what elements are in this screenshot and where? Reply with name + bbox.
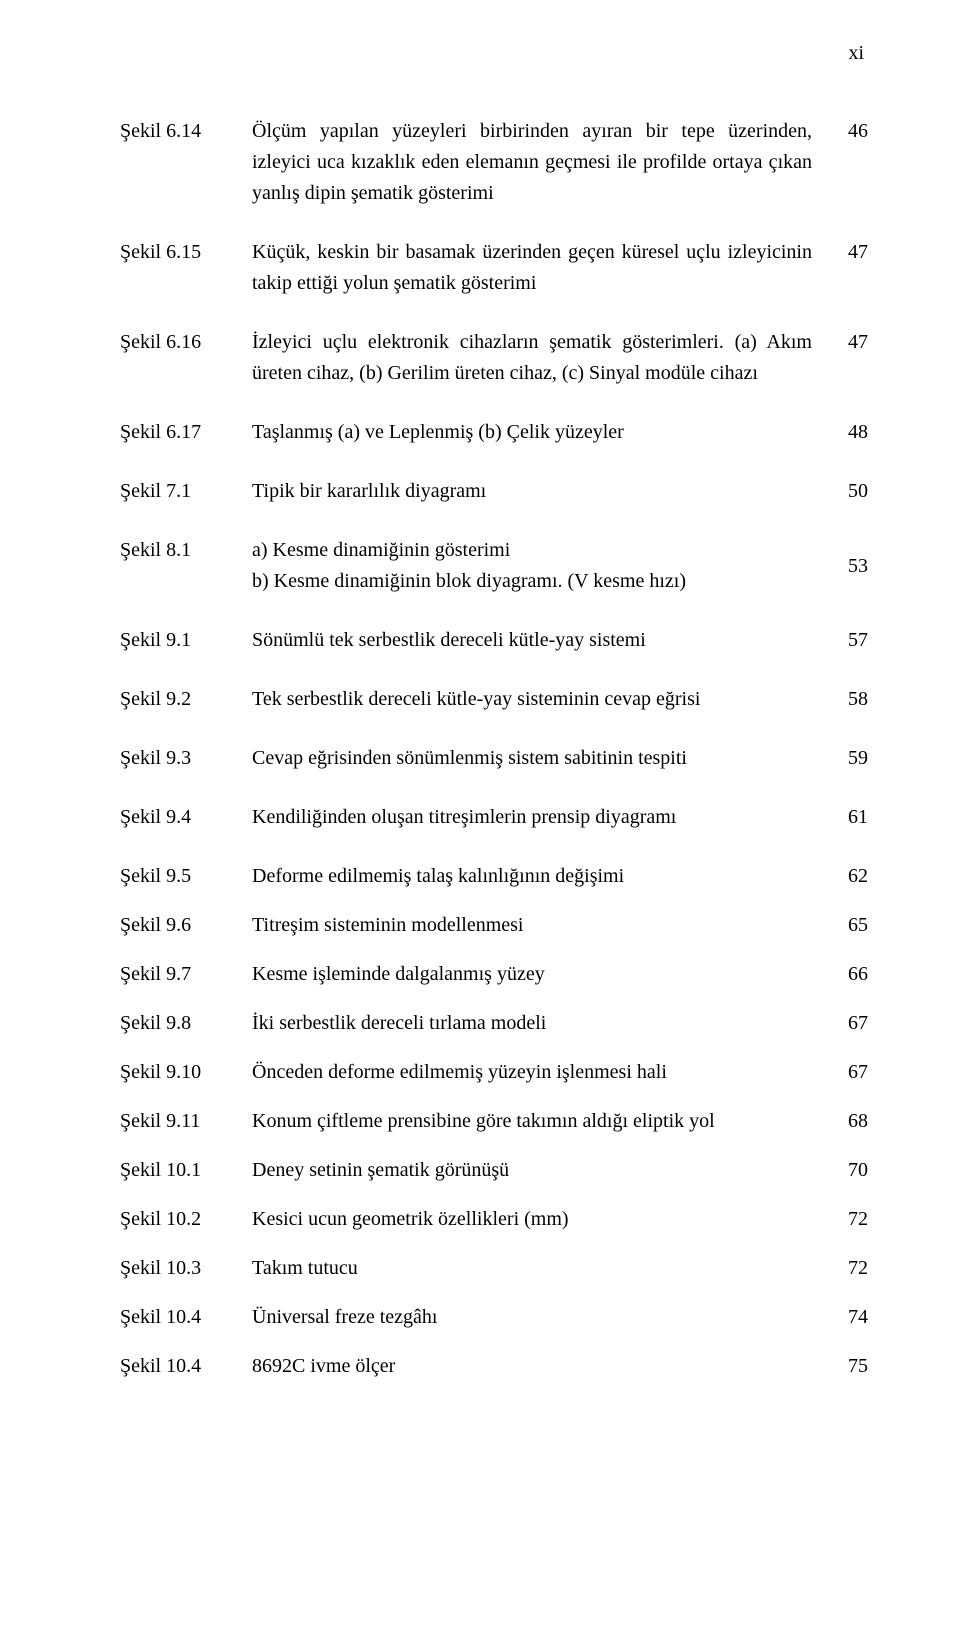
figure-label: Şekil 9.5 bbox=[120, 861, 252, 892]
figure-label: Şekil 9.4 bbox=[120, 802, 252, 833]
figure-desc: Küçük, keskin bir basamak üzerinden geçe… bbox=[252, 237, 828, 299]
figure-label: Şekil 10.4 bbox=[120, 1302, 252, 1333]
figure-label: Şekil 10.1 bbox=[120, 1155, 252, 1186]
figure-desc: Kesme işleminde dalgalanmış yüzey bbox=[252, 959, 828, 990]
figure-page: 72 bbox=[828, 1253, 868, 1284]
figure-page: 75 bbox=[828, 1351, 868, 1382]
figure-desc: Takım tutucu bbox=[252, 1253, 828, 1284]
figure-label: Şekil 10.4 bbox=[120, 1351, 252, 1382]
figure-label: Şekil 9.7 bbox=[120, 959, 252, 990]
figure-desc: Konum çiftleme prensibine göre takımın a… bbox=[252, 1106, 828, 1137]
figure-desc: Tek serbestlik dereceli kütle-yay sistem… bbox=[252, 684, 828, 715]
list-item: Şekil 10.3 Takım tutucu 72 bbox=[120, 1253, 868, 1284]
figure-desc: Kesici ucun geometrik özellikleri (mm) bbox=[252, 1204, 828, 1235]
list-item: Şekil 6.15 Küçük, keskin bir basamak üze… bbox=[120, 237, 868, 299]
list-item: Şekil 9.1 Sönümlü tek serbestlik derecel… bbox=[120, 625, 868, 656]
figure-page: 58 bbox=[828, 684, 868, 715]
figure-page: 47 bbox=[828, 327, 868, 358]
figure-page: 57 bbox=[828, 625, 868, 656]
list-item: Şekil 6.17 Taşlanmış (a) ve Leplenmiş (b… bbox=[120, 417, 868, 448]
figure-page: 53 bbox=[828, 535, 868, 582]
figure-desc-a: a) Kesme dinamiğinin gösterimi bbox=[252, 535, 812, 566]
page-number: xi bbox=[848, 42, 864, 65]
list-item: Şekil 6.16 İzleyici uçlu elektronik ciha… bbox=[120, 327, 868, 389]
figure-label: Şekil 9.1 bbox=[120, 625, 252, 656]
figure-label: Şekil 7.1 bbox=[120, 476, 252, 507]
figure-page: 62 bbox=[828, 861, 868, 892]
figure-label: Şekil 6.16 bbox=[120, 327, 252, 358]
figure-page: 47 bbox=[828, 237, 868, 268]
figure-label: Şekil 6.15 bbox=[120, 237, 252, 268]
figure-page: 67 bbox=[828, 1008, 868, 1039]
figure-label: Şekil 6.17 bbox=[120, 417, 252, 448]
list-item: Şekil 9.8 İki serbestlik dereceli tırlam… bbox=[120, 1008, 868, 1039]
figure-label: Şekil 9.6 bbox=[120, 910, 252, 941]
figure-page: 70 bbox=[828, 1155, 868, 1186]
list-item: Şekil 6.14 Ölçüm yapılan yüzeyleri birbi… bbox=[120, 116, 868, 209]
list-item: Şekil 9.3 Cevap eğrisinden sönümlenmiş s… bbox=[120, 743, 868, 774]
figure-label: Şekil 9.11 bbox=[120, 1106, 252, 1137]
figure-label: Şekil 10.2 bbox=[120, 1204, 252, 1235]
page: xi Şekil 6.14 Ölçüm yapılan yüzeyleri bi… bbox=[0, 0, 960, 1637]
figure-desc: Deney setinin şematik görünüşü bbox=[252, 1155, 828, 1186]
list-item: Şekil 9.4 Kendiliğinden oluşan titreşiml… bbox=[120, 802, 868, 833]
figure-desc: Tipik bir kararlılık diyagramı bbox=[252, 476, 828, 507]
figure-page: 65 bbox=[828, 910, 868, 941]
figure-desc: İzleyici uçlu elektronik cihazların şema… bbox=[252, 327, 828, 389]
figure-desc: Üniversal freze tezgâhı bbox=[252, 1302, 828, 1333]
list-item: Şekil 10.2 Kesici ucun geometrik özellik… bbox=[120, 1204, 868, 1235]
figure-desc: Taşlanmış (a) ve Leplenmiş (b) Çelik yüz… bbox=[252, 417, 828, 448]
list-item: Şekil 10.4 Üniversal freze tezgâhı 74 bbox=[120, 1302, 868, 1333]
figure-desc: Titreşim sisteminin modellenmesi bbox=[252, 910, 828, 941]
figure-page: 74 bbox=[828, 1302, 868, 1333]
figure-desc-b: b) Kesme dinamiğinin blok diyagramı. (V … bbox=[252, 566, 812, 597]
figure-desc: Ölçüm yapılan yüzeyleri birbirinden ayır… bbox=[252, 116, 828, 209]
figure-page: 68 bbox=[828, 1106, 868, 1137]
figure-label: Şekil 6.14 bbox=[120, 116, 252, 147]
figure-page: 66 bbox=[828, 959, 868, 990]
list-item: Şekil 9.7 Kesme işleminde dalgalanmış yü… bbox=[120, 959, 868, 990]
list-item: Şekil 9.2 Tek serbestlik dereceli kütle-… bbox=[120, 684, 868, 715]
figure-page: 46 bbox=[828, 116, 868, 147]
list-item: Şekil 9.11 Konum çiftleme prensibine gör… bbox=[120, 1106, 868, 1137]
figure-label: Şekil 9.8 bbox=[120, 1008, 252, 1039]
figure-page: 48 bbox=[828, 417, 868, 448]
figure-desc: Sönümlü tek serbestlik dereceli kütle-ya… bbox=[252, 625, 828, 656]
list-item: Şekil 7.1 Tipik bir kararlılık diyagramı… bbox=[120, 476, 868, 507]
figure-desc: Kendiliğinden oluşan titreşimlerin prens… bbox=[252, 802, 828, 833]
figure-page: 72 bbox=[828, 1204, 868, 1235]
list-item: Şekil 8.1 a) Kesme dinamiğinin gösterimi… bbox=[120, 535, 868, 597]
list-item: Şekil 10.4 8692C ivme ölçer 75 bbox=[120, 1351, 868, 1382]
list-item: Şekil 9.10 Önceden deforme edilmemiş yüz… bbox=[120, 1057, 868, 1088]
list-item: Şekil 10.1 Deney setinin şematik görünüş… bbox=[120, 1155, 868, 1186]
figure-page: 61 bbox=[828, 802, 868, 833]
figure-desc: Önceden deforme edilmemiş yüzeyin işlenm… bbox=[252, 1057, 828, 1088]
list-item: Şekil 9.6 Titreşim sisteminin modellenme… bbox=[120, 910, 868, 941]
figure-label: Şekil 10.3 bbox=[120, 1253, 252, 1284]
figure-page: 59 bbox=[828, 743, 868, 774]
figure-desc: Deforme edilmemiş talaş kalınlığının değ… bbox=[252, 861, 828, 892]
figure-label: Şekil 9.2 bbox=[120, 684, 252, 715]
figure-list: Şekil 6.14 Ölçüm yapılan yüzeyleri birbi… bbox=[120, 116, 868, 1382]
figure-desc: a) Kesme dinamiğinin gösterimi b) Kesme … bbox=[252, 535, 828, 597]
list-item: Şekil 9.5 Deforme edilmemiş talaş kalınl… bbox=[120, 861, 868, 892]
figure-desc: İki serbestlik dereceli tırlama modeli bbox=[252, 1008, 828, 1039]
figure-page: 50 bbox=[828, 476, 868, 507]
figure-label: Şekil 9.10 bbox=[120, 1057, 252, 1088]
figure-desc: Cevap eğrisinden sönümlenmiş sistem sabi… bbox=[252, 743, 828, 774]
figure-label: Şekil 8.1 bbox=[120, 535, 252, 566]
figure-label: Şekil 9.3 bbox=[120, 743, 252, 774]
figure-page: 67 bbox=[828, 1057, 868, 1088]
figure-desc: 8692C ivme ölçer bbox=[252, 1351, 828, 1382]
